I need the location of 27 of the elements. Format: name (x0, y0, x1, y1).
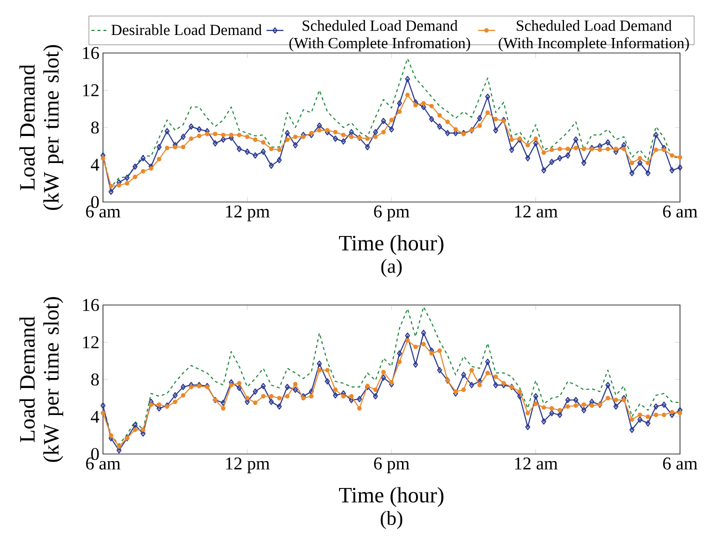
legend-label: Desirable Load Demand (111, 24, 262, 36)
x-tick-label: 12 pm (226, 458, 270, 474)
legend-label: Scheduled Load Demand (With Complete Infromation) (289, 20, 470, 52)
x-tick-label: 6 pm (374, 458, 410, 474)
y-tick-label: 12 (83, 84, 98, 96)
y-tick-label: 0 (91, 196, 99, 208)
y-tick-label: 0 (91, 448, 99, 460)
x-tick-label: 12 am (515, 458, 558, 470)
y-tick-label: 8 (91, 373, 99, 386)
y-tick-label: 8 (91, 121, 99, 134)
y-tick-label: 4 (90, 410, 100, 423)
x-tick-label: 6 am (663, 206, 698, 218)
text: (a) (381, 258, 402, 278)
y-axis-title: Load Demand (kW per time slot) (19, 45, 64, 210)
x-tick-label: 6 am (663, 458, 698, 470)
legend-label: Scheduled Load Demand (With Incomplete Information) (498, 20, 689, 52)
x-tick-label: 12 am (515, 206, 558, 218)
text: (b) (380, 510, 402, 530)
y-tick-label: 4 (90, 158, 100, 171)
x-tick-label: 6 pm (374, 206, 410, 222)
y-axis-title: Load Demand (kW per time slot) (19, 297, 64, 462)
x-axis-title: Time (hour) (339, 487, 444, 508)
y-tick-label: 12 (83, 336, 98, 348)
y-tick-label: 16 (83, 46, 99, 60)
x-axis-title: Time (hour) (339, 235, 444, 255)
x-tick-label: 12 pm (226, 206, 270, 222)
y-tick-label: 16 (83, 298, 99, 312)
